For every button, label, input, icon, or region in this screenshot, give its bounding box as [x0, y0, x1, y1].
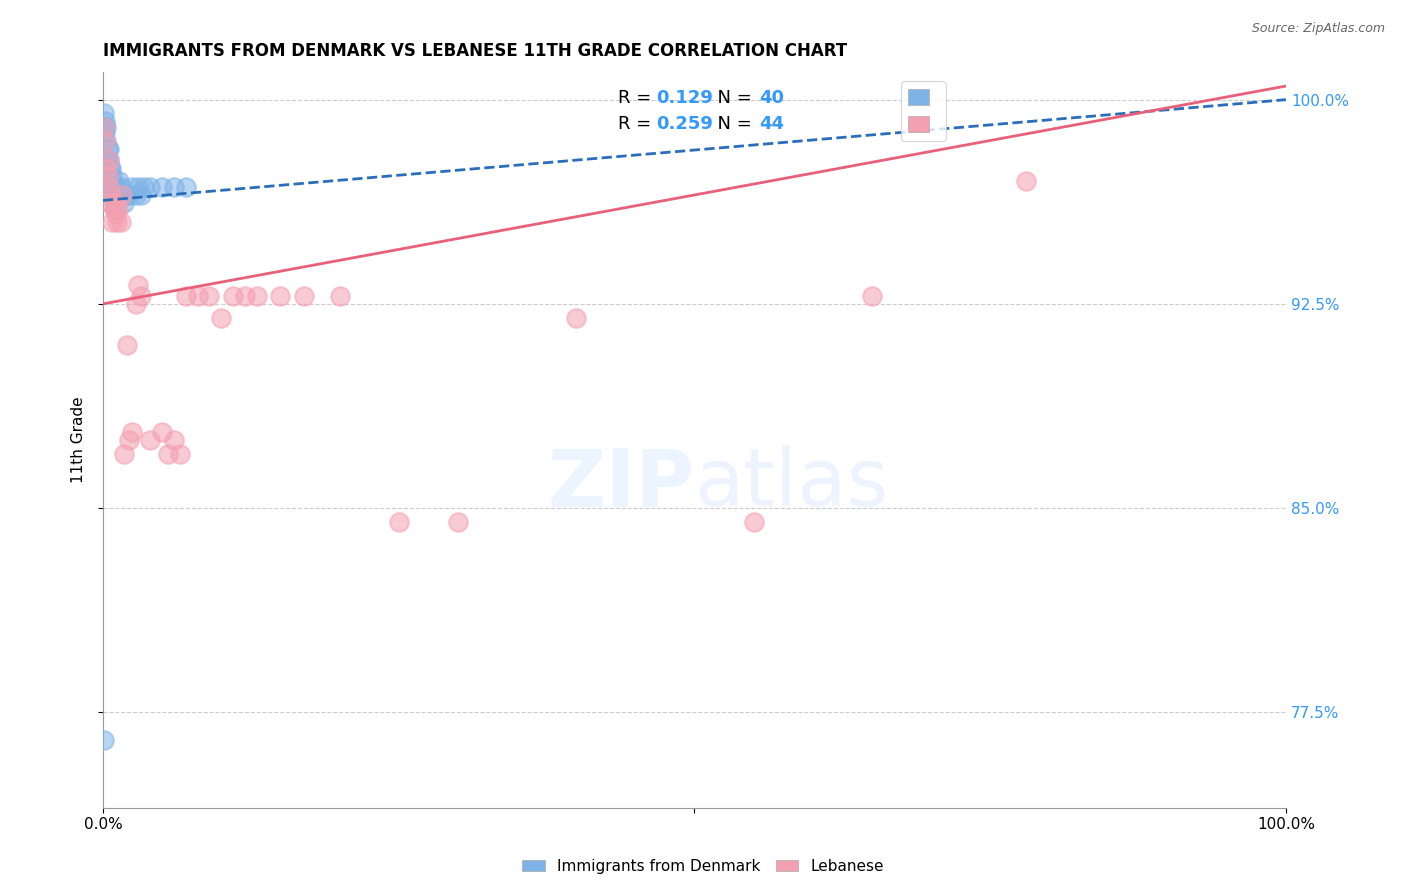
Point: [100, 188, 122, 202]
Point: [101, 169, 124, 183]
Point: [101, 188, 124, 202]
Text: 40: 40: [759, 89, 785, 107]
Point: [110, 215, 132, 229]
Legend: Immigrants from Denmark, Lebanese: Immigrants from Denmark, Lebanese: [516, 853, 890, 880]
Text: N =: N =: [706, 115, 758, 133]
Y-axis label: 11th Grade: 11th Grade: [72, 397, 86, 483]
Point: [742, 515, 765, 529]
Text: N =: N =: [706, 89, 758, 107]
Point: [100, 161, 122, 175]
Point: [156, 447, 179, 461]
Legend: , : ,: [900, 81, 946, 142]
Point: [860, 289, 883, 303]
Point: [565, 310, 588, 325]
Point: [103, 196, 125, 211]
Point: [127, 277, 149, 292]
Point: [187, 289, 209, 303]
Text: 0.259: 0.259: [657, 115, 713, 133]
Point: [103, 179, 125, 194]
Point: [98, 196, 121, 211]
Point: [121, 425, 143, 439]
Point: [110, 179, 132, 194]
Point: [97, 153, 120, 167]
Text: atlas: atlas: [695, 445, 889, 524]
Point: [222, 289, 245, 303]
Point: [233, 289, 256, 303]
Point: [163, 179, 186, 194]
Point: [447, 515, 470, 529]
Point: [100, 174, 122, 188]
Text: 0.129: 0.129: [657, 89, 713, 107]
Point: [103, 202, 125, 216]
Point: [93, 732, 115, 747]
Point: [111, 188, 134, 202]
Point: [134, 179, 156, 194]
Point: [112, 196, 135, 211]
Point: [96, 120, 118, 134]
Point: [269, 289, 291, 303]
Point: [104, 207, 127, 221]
Point: [104, 179, 127, 194]
Point: [93, 106, 115, 120]
Point: [104, 202, 127, 216]
Point: [209, 310, 232, 325]
Point: [107, 188, 129, 202]
Text: IMMIGRANTS FROM DENMARK VS LEBANESE 11TH GRADE CORRELATION CHART: IMMIGRANTS FROM DENMARK VS LEBANESE 11TH…: [103, 42, 846, 60]
Point: [150, 425, 173, 439]
Point: [246, 289, 269, 303]
Point: [93, 120, 115, 134]
Point: [118, 433, 141, 447]
Point: [198, 289, 221, 303]
Point: [1015, 174, 1038, 188]
Point: [292, 289, 315, 303]
Point: [94, 125, 117, 139]
Point: [97, 169, 120, 183]
Point: [97, 179, 120, 194]
Text: R =: R =: [617, 89, 657, 107]
Text: Source: ZipAtlas.com: Source: ZipAtlas.com: [1251, 22, 1385, 36]
Point: [115, 337, 138, 351]
Point: [104, 188, 127, 202]
Point: [93, 120, 115, 134]
Point: [121, 179, 143, 194]
Point: [98, 161, 121, 175]
Point: [97, 153, 120, 167]
Point: [125, 297, 148, 311]
Point: [108, 174, 131, 188]
Text: 44: 44: [759, 115, 785, 133]
Point: [97, 142, 120, 156]
Point: [150, 179, 173, 194]
Point: [96, 161, 118, 175]
Text: ZIP: ZIP: [547, 445, 695, 524]
Point: [105, 215, 128, 229]
Point: [127, 179, 149, 194]
Point: [163, 433, 186, 447]
Point: [112, 447, 135, 461]
Point: [101, 215, 124, 229]
Point: [118, 188, 141, 202]
Point: [97, 169, 120, 183]
Point: [139, 433, 162, 447]
Point: [169, 447, 191, 461]
Point: [107, 202, 129, 216]
Point: [94, 134, 117, 148]
Point: [94, 114, 117, 128]
Point: [105, 179, 128, 194]
Point: [104, 196, 127, 211]
Point: [174, 179, 197, 194]
Point: [129, 188, 152, 202]
Point: [125, 188, 148, 202]
Point: [388, 515, 411, 529]
Point: [129, 289, 152, 303]
Point: [97, 142, 120, 156]
Point: [174, 289, 197, 303]
Point: [328, 289, 350, 303]
Point: [96, 134, 118, 148]
Point: [97, 153, 120, 167]
Text: R =: R =: [617, 115, 657, 133]
Point: [111, 188, 134, 202]
Point: [115, 188, 138, 202]
Point: [139, 179, 162, 194]
Point: [98, 179, 121, 194]
